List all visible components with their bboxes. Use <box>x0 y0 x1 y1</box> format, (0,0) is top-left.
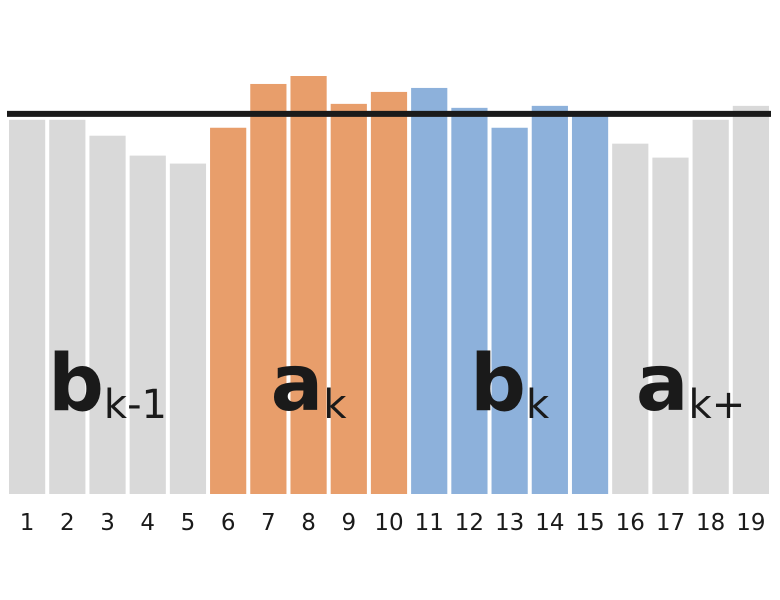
group-label-2: ak <box>271 339 348 429</box>
bar-12 <box>451 107 488 494</box>
bar-19 <box>732 105 769 495</box>
group-letter: a <box>636 339 689 429</box>
group-label-1: bk-1 <box>48 339 167 429</box>
bar-6 <box>210 127 247 494</box>
bar-16 <box>612 143 649 494</box>
x-tick-label: 9 <box>341 510 356 536</box>
bar-2 <box>49 119 86 494</box>
x-tick-label: 11 <box>415 510 444 536</box>
group-subscript: k-1 <box>104 382 167 428</box>
bar-11 <box>411 87 448 494</box>
bar-8 <box>290 76 327 494</box>
x-tick-label: 14 <box>535 510 564 536</box>
x-tick-label: 7 <box>261 510 276 536</box>
bar-14 <box>531 105 568 495</box>
x-tick-label: 1 <box>20 510 35 536</box>
bar-7 <box>250 83 287 495</box>
group-subscript: k <box>323 382 347 428</box>
bar-17 <box>652 157 689 495</box>
bar-1 <box>9 119 46 494</box>
x-tick-label: 5 <box>181 510 196 536</box>
bar-9 <box>330 103 367 495</box>
bar-13 <box>491 127 528 494</box>
group-subscript: k+ <box>689 382 746 428</box>
group-letter: b <box>48 339 104 429</box>
group-letter: b <box>470 339 526 429</box>
x-tick-label: 6 <box>221 510 236 536</box>
bar-3 <box>89 135 126 494</box>
x-tick-label: 16 <box>616 510 645 536</box>
group-labels: bk-1 ak bk ak+ <box>48 339 745 429</box>
x-tick-label: 15 <box>575 510 604 536</box>
group-label-3: bk <box>470 339 550 429</box>
bars-layer <box>9 76 769 495</box>
x-tick-label: 10 <box>374 510 403 536</box>
x-tick-label: 2 <box>60 510 75 536</box>
x-tick-label: 8 <box>301 510 316 536</box>
x-tick-label: 12 <box>455 510 484 536</box>
x-tick-label: 13 <box>495 510 524 536</box>
bar-15 <box>571 115 609 494</box>
x-tick-label: 3 <box>100 510 115 536</box>
group-letter: a <box>271 339 324 429</box>
bar-5 <box>169 163 207 494</box>
bar-4 <box>129 155 166 494</box>
x-tick-label: 4 <box>140 510 155 536</box>
x-tick-label: 18 <box>696 510 725 536</box>
group-subscript: k <box>526 382 550 428</box>
x-tick-label: 17 <box>656 510 685 536</box>
group-label-4: ak+ <box>636 339 745 429</box>
x-tick-label: 19 <box>736 510 765 536</box>
bar-10 <box>370 91 408 495</box>
bar-18 <box>692 119 729 494</box>
x-tick-labels: 1 2 3 4 5 6 7 8 9 10 11 12 13 14 15 16 17 18 19 <box>20 510 766 536</box>
